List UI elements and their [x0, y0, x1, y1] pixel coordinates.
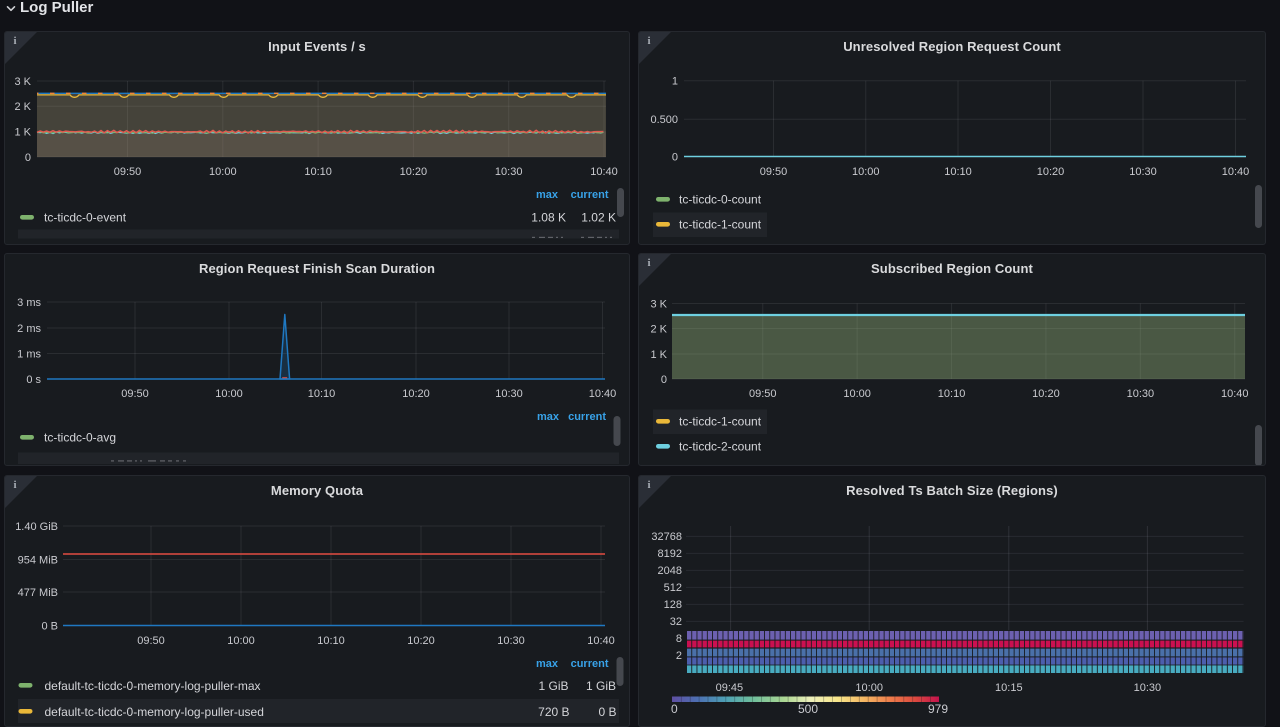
svg-text:3 K: 3 K [14, 76, 31, 88]
svg-text:2 K: 2 K [14, 101, 31, 113]
svg-text:tc-ticdc-0-avg: tc-ticdc-0-avg [44, 431, 116, 445]
svg-text:max: max [536, 658, 559, 670]
svg-text:32768: 32768 [651, 531, 682, 543]
svg-text:10:20: 10:20 [402, 388, 430, 400]
svg-text:default-tc-ticdc-0-memory-log-: default-tc-ticdc-0-memory-log-puller-use… [45, 705, 264, 719]
svg-text:1 GiB: 1 GiB [538, 679, 568, 693]
svg-text:10:30: 10:30 [497, 635, 525, 647]
svg-text:09:50: 09:50 [114, 166, 142, 178]
svg-text:1.02 K: 1.02 K [581, 211, 616, 225]
svg-text:10:30: 10:30 [1127, 388, 1155, 400]
svg-text:10:00: 10:00 [843, 388, 871, 400]
svg-text:2 K: 2 K [650, 323, 667, 335]
svg-text:0 B: 0 B [598, 705, 616, 719]
svg-text:tc-ticdc-0-count: tc-ticdc-0-count [679, 193, 762, 207]
svg-text:1 K: 1 K [14, 127, 31, 139]
svg-text:128: 128 [664, 599, 682, 611]
svg-text:current: current [568, 411, 606, 423]
svg-text:1: 1 [672, 76, 678, 88]
svg-text:10:10: 10:10 [304, 166, 332, 178]
svg-text:0: 0 [25, 152, 31, 164]
svg-text:8: 8 [676, 633, 682, 645]
svg-text:2048: 2048 [658, 565, 682, 577]
svg-text:10:30: 10:30 [1134, 682, 1162, 694]
svg-text:500: 500 [798, 702, 818, 716]
svg-text:32: 32 [670, 616, 682, 628]
svg-text:09:50: 09:50 [749, 388, 777, 400]
svg-text:09:50: 09:50 [760, 166, 788, 178]
svg-text:10:20: 10:20 [1037, 166, 1065, 178]
svg-text:10:20: 10:20 [407, 635, 435, 647]
svg-text:10:40: 10:40 [589, 388, 617, 400]
svg-text:10:40: 10:40 [1222, 166, 1250, 178]
svg-text:10:40: 10:40 [587, 635, 615, 647]
svg-text:10:15: 10:15 [995, 682, 1023, 694]
svg-text:10:10: 10:10 [317, 635, 345, 647]
svg-text:0: 0 [672, 151, 678, 163]
svg-text:979: 979 [928, 702, 948, 716]
svg-text:1.40 GiB: 1.40 GiB [15, 521, 58, 533]
svg-text:max: max [537, 411, 560, 423]
svg-text:1 K: 1 K [650, 349, 667, 361]
svg-text:512: 512 [664, 582, 682, 594]
svg-text:0.500: 0.500 [650, 114, 678, 126]
svg-text:tc-ticdc-0-event: tc-ticdc-0-event [44, 211, 127, 225]
svg-text:954 MiB: 954 MiB [18, 554, 58, 566]
svg-text:8192: 8192 [658, 548, 682, 560]
svg-text:tc-ticdc-1-count: tc-ticdc-1-count [679, 218, 762, 232]
svg-text:09:50: 09:50 [121, 388, 149, 400]
svg-text:1 GiB: 1 GiB [586, 679, 616, 693]
svg-text:10:30: 10:30 [495, 388, 523, 400]
svg-text:max: max [536, 189, 559, 201]
svg-text:tc-ticdc-1-count: tc-ticdc-1-count [679, 415, 762, 429]
svg-text:0 s: 0 s [26, 374, 41, 386]
svg-text:10:20: 10:20 [400, 166, 428, 178]
svg-text:10:00: 10:00 [227, 635, 255, 647]
svg-text:10:30: 10:30 [495, 166, 523, 178]
svg-text:0 B: 0 B [41, 620, 58, 632]
svg-text:10:00: 10:00 [209, 166, 237, 178]
svg-text:10:10: 10:10 [944, 166, 972, 178]
svg-text:0: 0 [661, 374, 667, 386]
svg-text:09:45: 09:45 [716, 682, 744, 694]
svg-text:1 ms: 1 ms [17, 348, 41, 360]
svg-text:10:10: 10:10 [938, 388, 966, 400]
svg-text:3 K: 3 K [650, 298, 667, 310]
svg-text:477 MiB: 477 MiB [18, 587, 58, 599]
svg-text:10:10: 10:10 [308, 388, 336, 400]
svg-text:10:40: 10:40 [590, 166, 618, 178]
svg-text:current: current [571, 658, 609, 670]
svg-text:10:00: 10:00 [852, 166, 880, 178]
svg-text:09:50: 09:50 [137, 635, 165, 647]
svg-text:2: 2 [676, 650, 682, 662]
svg-text:720 B: 720 B [538, 705, 569, 719]
svg-text:0: 0 [671, 702, 678, 716]
svg-text:tc-ticdc-2-count: tc-ticdc-2-count [679, 440, 762, 454]
svg-text:current: current [571, 189, 609, 201]
svg-text:10:40: 10:40 [1221, 388, 1249, 400]
svg-text:3 ms: 3 ms [17, 297, 41, 309]
svg-text:10:00: 10:00 [855, 682, 883, 694]
svg-text:2 ms: 2 ms [17, 323, 41, 335]
svg-text:10:00: 10:00 [215, 388, 243, 400]
svg-text:1.08 K: 1.08 K [531, 211, 566, 225]
svg-text:10:30: 10:30 [1129, 166, 1157, 178]
svg-text:10:20: 10:20 [1032, 388, 1060, 400]
svg-text:default-tc-ticdc-0-memory-log-: default-tc-ticdc-0-memory-log-puller-max [45, 679, 261, 693]
